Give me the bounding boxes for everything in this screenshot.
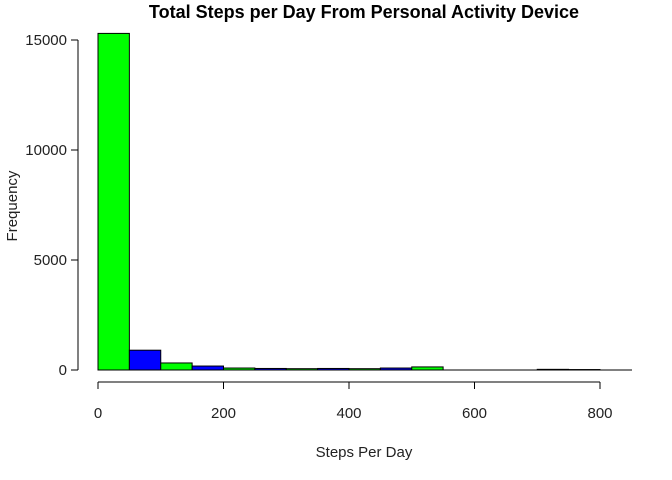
histogram-bar-1 <box>128 349 162 371</box>
histogram-bar-2 <box>160 362 193 371</box>
y-axis-ticks: 0 5000 10000 15000 <box>25 32 78 379</box>
x-tick-label-1: 200 <box>211 405 236 422</box>
y-tick-label-1: 5000 <box>34 252 67 269</box>
x-tick-label-4: 800 <box>587 405 612 422</box>
histogram-bar-0 <box>97 32 130 371</box>
y-axis-label: Frequency <box>4 170 21 241</box>
y-tick-label-2: 10000 <box>25 142 67 159</box>
y-tick-label-0: 0 <box>59 362 67 379</box>
x-axis-ticks: 0 200 400 600 800 <box>94 382 613 422</box>
x-tick-label-3: 600 <box>462 405 487 422</box>
y-tick-label-3: 15000 <box>25 32 67 49</box>
x-axis-label: Steps Per Day <box>316 444 413 461</box>
histogram-bars <box>97 32 632 371</box>
histogram-bar-3 <box>191 365 224 371</box>
x-tick-label-2: 400 <box>336 405 361 422</box>
chart-title: Total Steps per Day From Personal Activi… <box>149 2 579 22</box>
x-tick-label-0: 0 <box>94 405 102 422</box>
